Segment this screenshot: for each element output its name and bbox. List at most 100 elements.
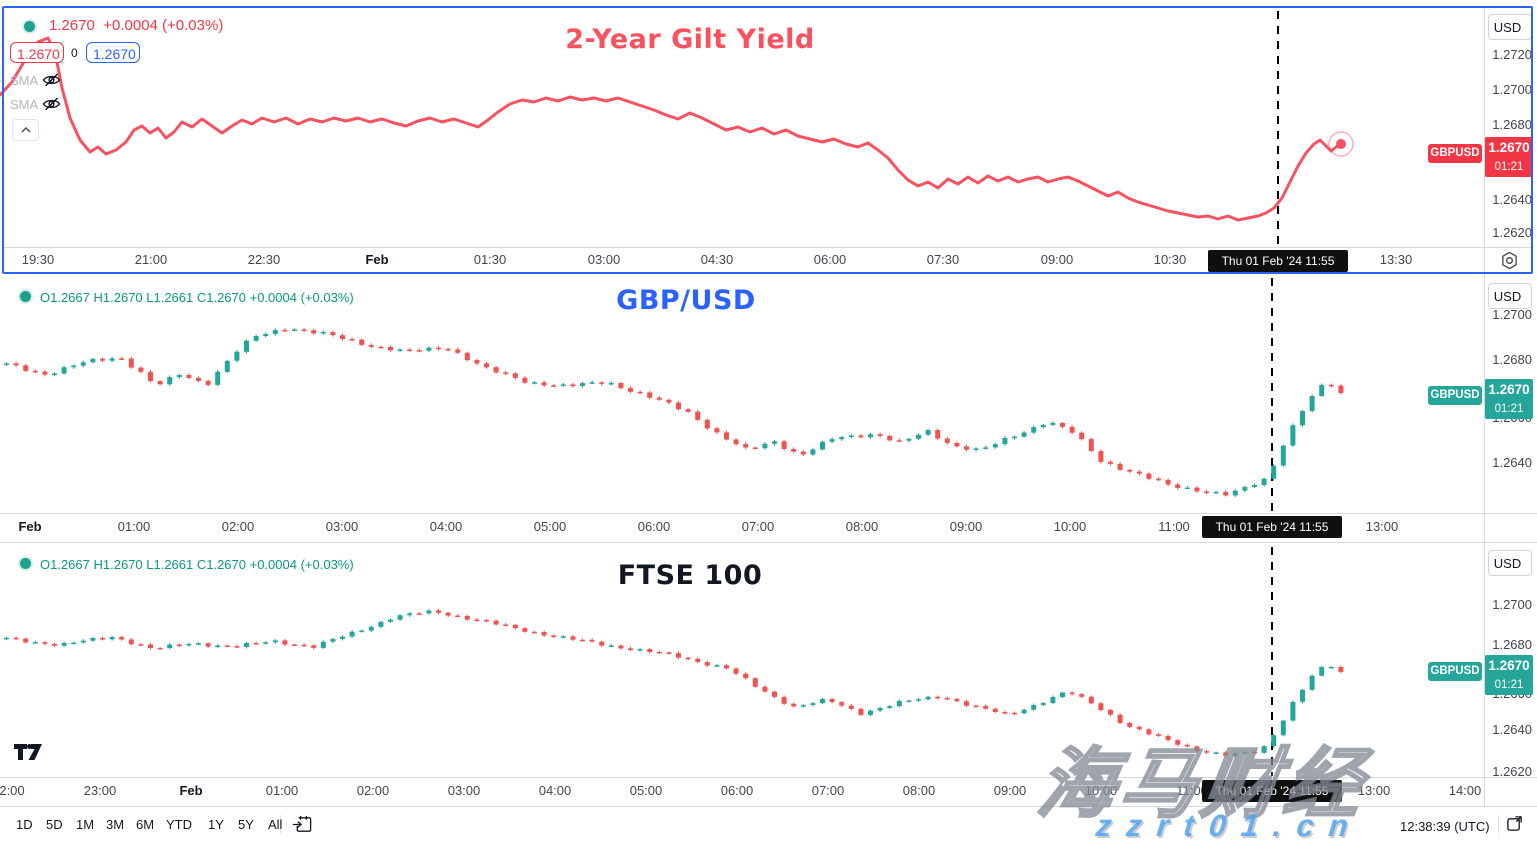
time-tick-label: 13:30	[1379, 252, 1413, 267]
currency-label: USD	[1493, 19, 1522, 35]
toolbar-divider	[0, 806, 1537, 807]
sma1-eye-slash-icon[interactable]	[42, 72, 61, 93]
time-tick-label: 05:00	[533, 519, 567, 534]
time-tick-label: 09:00	[949, 519, 983, 534]
bottom-toolbar: 1D 5D 1M 3M 6M YTD 1Y 5Y All 12:38:39 (UTC)	[0, 807, 1537, 842]
price-tick-label: 1.2620	[1492, 225, 1532, 240]
range-button-ytd[interactable]: YTD	[160, 814, 198, 836]
time-tick-label: 05:00	[629, 783, 663, 798]
toolbar-divider-left	[280, 815, 281, 834]
time-tick-label: 06:00	[813, 252, 847, 267]
time-tick-label: 11:00	[1176, 783, 1208, 798]
crosshair-time-tooltip-panel1: Thu 01 Feb '24 11:55	[1208, 250, 1348, 272]
time-tick-label: 14:00	[1448, 783, 1482, 798]
time-tick-label: 04:30	[700, 252, 734, 267]
range-button-all[interactable]: All	[262, 814, 288, 836]
time-tick-label: 10:00	[1053, 519, 1087, 534]
price-tick-label: 1.2680	[1492, 352, 1532, 367]
line-chart-gilt-yield[interactable]	[0, 9, 1484, 247]
price-tick-label: 1.2640	[1492, 455, 1532, 470]
time-tick-label: 01:30	[473, 252, 507, 267]
clock-utc[interactable]: 12:38:39 (UTC)	[1394, 818, 1496, 835]
last-price-tag-panel1: 1.2670 01:21	[1485, 137, 1533, 177]
last-price-tag-panel2: 1.2670 01:21	[1485, 379, 1533, 419]
source-dot-icon	[24, 21, 35, 32]
tag-price: 1.2670	[1488, 658, 1530, 673]
range-button-1m[interactable]: 1M	[70, 814, 100, 836]
time-tick-label: 2:00	[0, 783, 25, 798]
panel1-title: 2-Year Gilt Yield	[565, 24, 815, 55]
price-tick-label: 1.2700	[1492, 597, 1532, 612]
legend-collapse-button[interactable]	[12, 119, 39, 141]
panel2-title: GBP/USD	[616, 285, 756, 316]
time-tick-label: 08:00	[902, 783, 936, 798]
time-axis-line-3	[0, 777, 1537, 778]
calendar-arrow-icon	[292, 815, 312, 832]
adjust-scale-button[interactable]	[1506, 815, 1523, 835]
time-tick-label: Feb	[179, 783, 203, 798]
time-tick-label: 10:00	[1084, 783, 1118, 798]
price-tick-label: 1.2620	[1492, 764, 1532, 779]
time-tick-label: 11:00	[1158, 519, 1190, 534]
symbol-tag-panel1: GBPUSD	[1428, 144, 1482, 163]
spread-value: 0	[71, 46, 78, 60]
time-axis-settings-button[interactable]	[1500, 251, 1519, 273]
panel-divider-2-3[interactable]	[0, 542, 1537, 543]
sma2-label[interactable]: SMA	[10, 97, 39, 112]
time-tick-label: 13:00	[1365, 519, 1399, 534]
price-tick-label: 1.2720	[1492, 47, 1532, 62]
time-tick-label: 10:30	[1153, 252, 1187, 267]
time-tick-label: 07:00	[741, 519, 775, 534]
tag-countdown: 01:21	[1494, 403, 1524, 415]
time-tick-label: 08:00	[845, 519, 879, 534]
range-button-5y[interactable]: 5Y	[232, 814, 260, 836]
currency-dropdown-panel2[interactable]: USD	[1488, 283, 1532, 309]
legend-last-value[interactable]: 1.2670 +0.0004 (+0.03%)	[49, 17, 224, 34]
time-tick-label: 03:00	[587, 252, 621, 267]
range-button-1d[interactable]: 1D	[10, 814, 39, 836]
symbol-tag-panel3: GBPUSD	[1428, 662, 1482, 681]
time-tick-label: 19:30	[21, 252, 55, 267]
time-tick-label: 03:00	[447, 783, 481, 798]
time-tick-label: 03:00	[325, 519, 359, 534]
tradingview-logo-icon[interactable]	[13, 743, 43, 767]
gear-icon	[1502, 251, 1517, 270]
range-button-5d[interactable]: 5D	[40, 814, 69, 836]
sma2-eye-slash-icon[interactable]	[42, 96, 61, 117]
range-button-1y[interactable]: 1Y	[202, 814, 230, 836]
time-axis-line-2	[0, 513, 1537, 514]
toolbar-divider-right	[1498, 815, 1499, 834]
range-button-6m[interactable]: 6M	[130, 814, 160, 836]
time-axis-line-1	[3, 247, 1534, 248]
go-to-date-button[interactable]	[292, 814, 313, 838]
range-button-3m[interactable]: 3M	[100, 814, 130, 836]
currency-dropdown-panel1[interactable]: USD	[1488, 14, 1532, 40]
tag-price: 1.2670	[1488, 382, 1530, 397]
time-tick-label: 06:00	[720, 783, 754, 798]
sma1-label[interactable]: SMA	[10, 73, 39, 88]
source-dot-icon	[20, 291, 31, 302]
candlestick-chart-gbpusd[interactable]	[0, 276, 1484, 512]
currency-label: USD	[1493, 555, 1522, 571]
time-tick-label: 01:00	[265, 783, 299, 798]
tag-countdown: 01:21	[1494, 679, 1524, 691]
crosshair-time-tooltip-panel3: Thu 01 Feb '24 11:55	[1202, 780, 1342, 802]
time-tick-label: 07:00	[811, 783, 845, 798]
candlestick-chart-ftse[interactable]	[0, 545, 1484, 776]
tag-price: 1.2670	[1488, 140, 1530, 155]
time-tick-label: Feb	[18, 519, 42, 534]
price-tick-label: 1.2700	[1492, 307, 1532, 322]
sell-price-button[interactable]: 1.2670	[10, 42, 64, 63]
tag-countdown: 01:21	[1494, 161, 1524, 173]
time-tick-label: 09:00	[1040, 252, 1074, 267]
buy-price-button[interactable]: 1.2670	[86, 42, 140, 63]
price-scale-separator[interactable]	[1484, 8, 1485, 806]
time-tick-label: 23:00	[83, 783, 117, 798]
ohlc-legend-ftse[interactable]: O1.2667 H1.2670 L1.2661 C1.2670 +0.0004 …	[40, 557, 354, 572]
currency-dropdown-panel3[interactable]: USD	[1488, 550, 1532, 576]
last-price-tag-panel3: 1.2670 01:21	[1485, 655, 1533, 695]
price-tick-label: 1.2680	[1492, 117, 1532, 132]
ohlc-legend-gbpusd[interactable]: O1.2667 H1.2670 L1.2661 C1.2670 +0.0004 …	[40, 290, 354, 305]
time-tick-label: 21:00	[134, 252, 168, 267]
